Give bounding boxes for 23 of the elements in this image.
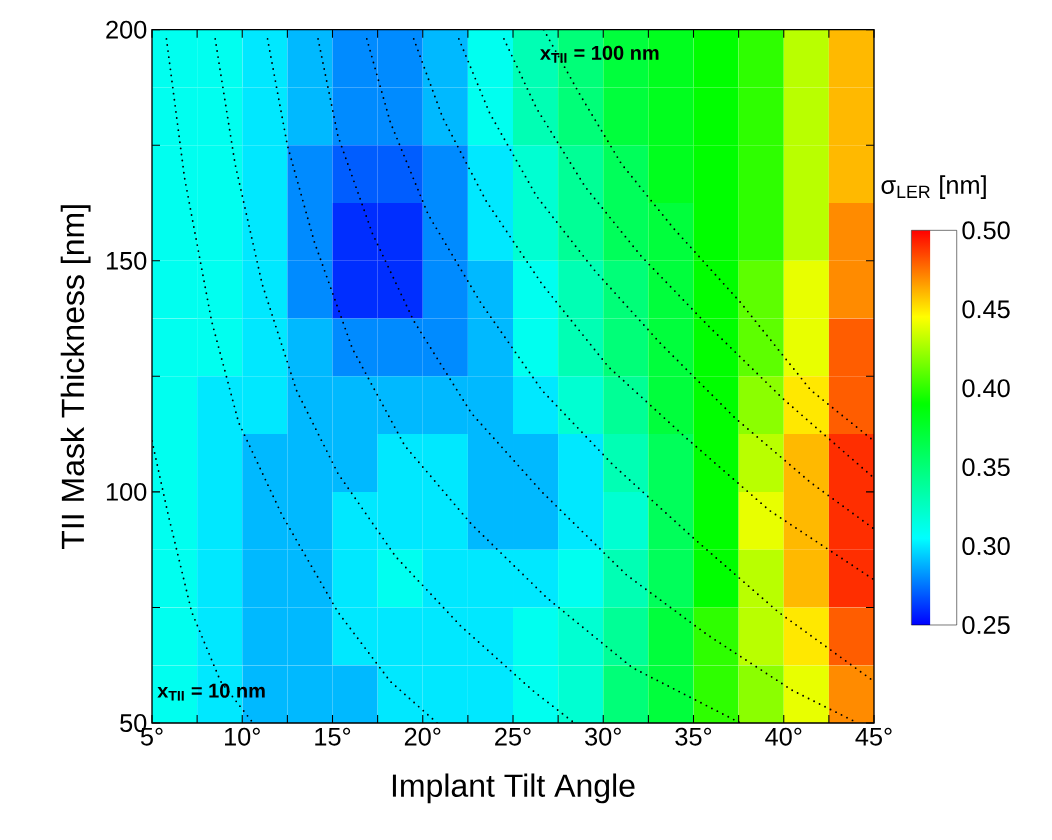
annotation: x$_{TII}$ = 10 nm bbox=[157, 683, 265, 701]
y-tick-label: 200 bbox=[106, 20, 147, 39]
color-bar-label: 0.25 bbox=[962, 616, 1010, 634]
x-axis-title: Implant Tilt Angle bbox=[392, 773, 635, 804]
x-tick-label: 15° bbox=[315, 727, 351, 746]
annotation: x$_{TII}$ = 100 nm bbox=[540, 45, 659, 63]
x-tick-label: 30° bbox=[585, 727, 621, 746]
line-series bbox=[365, 37, 874, 683]
x-tick-label: 35° bbox=[675, 727, 712, 746]
y-tick-label: 100 bbox=[106, 482, 147, 501]
x-tick-label: 20° bbox=[404, 727, 441, 746]
color-bar-label: 0.45 bbox=[962, 300, 1010, 319]
color-bar-title: σ$_{LER}$ [nm] bbox=[881, 175, 986, 199]
x-tick-label: 25° bbox=[495, 727, 531, 746]
color-bar-label: 0.50 bbox=[962, 221, 1010, 240]
x-tick-label: 40° bbox=[765, 727, 802, 746]
color-bar-label: 0.35 bbox=[962, 458, 1010, 477]
color-bar-label: 0.30 bbox=[962, 537, 1010, 556]
x-tick-label: 45° bbox=[855, 727, 892, 746]
x-tick-label: 10° bbox=[225, 727, 260, 746]
y-axis-title: TII Mask Thickness [nm] bbox=[60, 205, 91, 549]
color-bar-label: 0.40 bbox=[962, 379, 1010, 398]
y-tick-label: 150 bbox=[106, 251, 147, 270]
